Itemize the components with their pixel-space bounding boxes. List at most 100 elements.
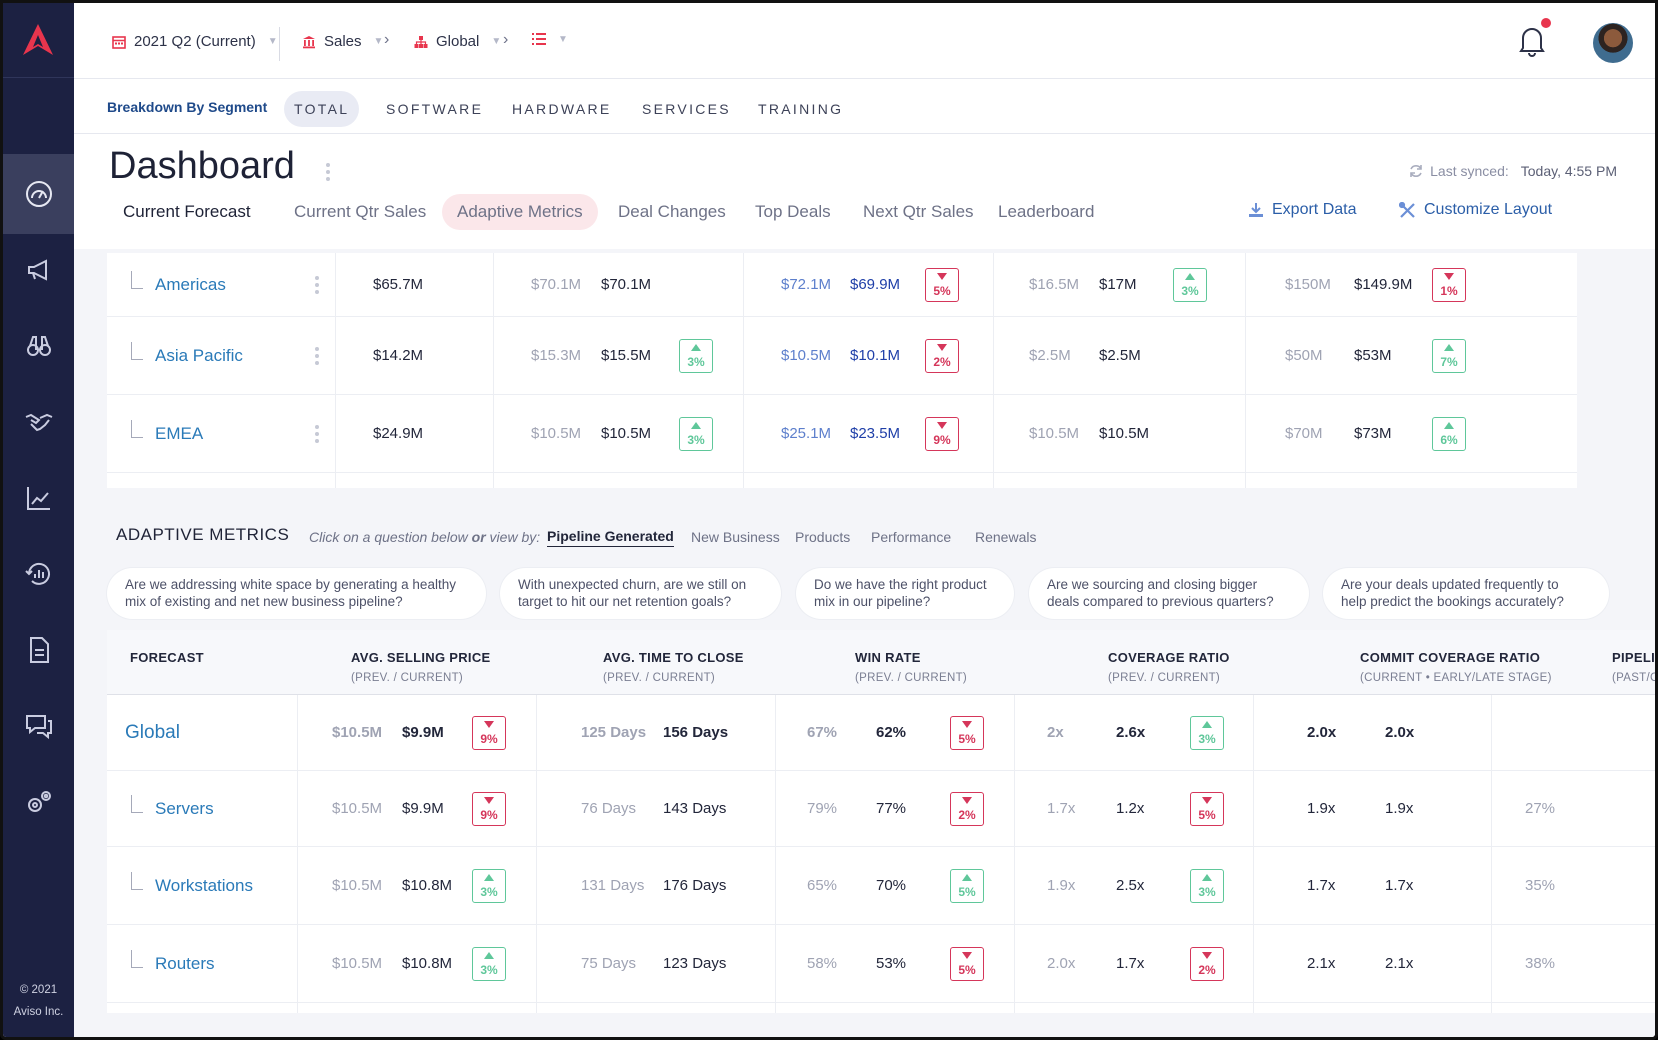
- list-icon: [532, 33, 546, 45]
- coverage-change-badge: 3%: [1190, 869, 1224, 903]
- asp-current: $9.9M: [402, 800, 444, 817]
- forecast-name[interactable]: Routers: [155, 954, 215, 973]
- tab-deal-changes[interactable]: Deal Changes: [618, 202, 726, 221]
- copyright: © 2021 Aviso Inc.: [3, 979, 74, 1023]
- region-name[interactable]: Asia Pacific: [155, 346, 243, 365]
- view-pipeline-generated[interactable]: Pipeline Generated: [547, 528, 674, 547]
- child-indent-icon: [131, 795, 143, 813]
- question-line: deals compared to previous quarters?: [1047, 594, 1274, 609]
- breadcrumb-arrow-icon: ›: [503, 31, 509, 48]
- question-line: help predict the bookings accurately?: [1341, 594, 1564, 609]
- view-new-business[interactable]: New Business: [691, 529, 780, 545]
- forecast-name[interactable]: Global: [125, 722, 180, 743]
- sidebar-item-reports[interactable]: [3, 610, 74, 690]
- current-value: $53M: [1354, 347, 1392, 364]
- sidebar-item-announcements[interactable]: [3, 230, 74, 310]
- previous-value: $2.5M: [1029, 347, 1071, 364]
- asp-current: $10.8M: [402, 877, 453, 894]
- child-indent-icon: [131, 420, 143, 438]
- segment-tab-training[interactable]: TRAINING: [758, 101, 844, 117]
- tab-leaderboard[interactable]: Leaderboard: [998, 202, 1095, 221]
- view-renewals[interactable]: Renewals: [975, 529, 1037, 545]
- hint-text-a: Click on a question below: [309, 529, 468, 545]
- change-badge: 2%: [925, 339, 959, 373]
- segment-tab-total[interactable]: TOTAL: [284, 91, 360, 127]
- period-selector[interactable]: 2021 Q2 (Current) ▼: [112, 33, 278, 50]
- region-selector[interactable]: Global ▼: [414, 33, 501, 50]
- current-value: $10.5M: [601, 425, 652, 442]
- asp-previous: $10.5M: [332, 955, 383, 972]
- sidebar-item-analytics[interactable]: [3, 458, 74, 538]
- question-bigger-deals[interactable]: Are we sourcing and closing bigger deals…: [1029, 568, 1309, 619]
- segment-tab-services[interactable]: SERVICES: [642, 101, 731, 117]
- avatar[interactable]: [1593, 23, 1633, 63]
- sidebar-item-insights[interactable]: [3, 306, 74, 386]
- commit-coverage-late: 1.7x: [1385, 877, 1414, 894]
- tab-top-deals[interactable]: Top Deals: [755, 202, 831, 221]
- win-current: 53%: [876, 955, 907, 972]
- sidebar-item-dashboard[interactable]: [3, 154, 74, 234]
- question-deal-updates[interactable]: Are your deals updated frequently to hel…: [1323, 568, 1609, 619]
- notification-dot: [1541, 18, 1551, 28]
- chevron-down-icon: ▼: [267, 36, 278, 47]
- change-badge: 3%: [1173, 268, 1207, 302]
- col-win-rate-sub: (PREV. / CURRENT): [855, 672, 968, 684]
- sidebar-item-forecast-cycle[interactable]: [3, 534, 74, 614]
- breadcrumb-arrow-icon: ›: [384, 31, 390, 48]
- question-line: mix of existing and net new business pip…: [125, 594, 403, 609]
- current-forecast-value: $24.9M: [373, 425, 424, 442]
- tab-adaptive-metrics[interactable]: Adaptive Metrics: [442, 194, 598, 230]
- forecast-name[interactable]: Workstations: [155, 876, 253, 895]
- view-performance[interactable]: Performance: [871, 529, 952, 545]
- table-row: EMEA $24.9M $10.5M $10.5M 3% $25.1M $23.5M 9% $1…: [107, 395, 1577, 473]
- chevron-down-icon: ▼: [558, 33, 568, 45]
- col-pipeline: PIPELI: [1612, 650, 1655, 665]
- topbar-divider: [279, 27, 280, 61]
- page-menu-icon[interactable]: [326, 163, 330, 181]
- question-net-retention[interactable]: With unexpected churn, are we still on t…: [500, 568, 781, 619]
- view-products[interactable]: Products: [795, 529, 851, 545]
- row-menu-icon[interactable]: [315, 347, 319, 365]
- regional-forecast-table: Americas $65.7M $70.1M $70.1M $72.1M $69.9M 5%…: [107, 253, 1577, 488]
- ttc-current: 143 Days: [663, 800, 727, 817]
- previous-value: $70.1M: [531, 276, 582, 293]
- tab-next-qtr-sales[interactable]: Next Qtr Sales: [863, 202, 974, 221]
- win-change-badge: 5%: [950, 716, 984, 750]
- row-menu-icon[interactable]: [315, 425, 319, 443]
- previous-value: $150M: [1285, 276, 1331, 293]
- export-data-button[interactable]: Export Data: [1248, 201, 1356, 219]
- region-name[interactable]: EMEA: [155, 424, 204, 443]
- sync-icon[interactable]: [1408, 163, 1424, 179]
- ttc-current: 123 Days: [663, 955, 727, 972]
- aviso-logo-icon[interactable]: [21, 23, 55, 57]
- sidebar-item-settings[interactable]: [3, 762, 74, 842]
- commit-coverage-early: 1.9x: [1307, 800, 1336, 817]
- column-divider: [993, 253, 994, 488]
- win-previous: 65%: [807, 877, 838, 894]
- settings-gears-icon: [27, 791, 51, 812]
- segment-tab-software[interactable]: SOFTWARE: [386, 101, 484, 117]
- bell-icon[interactable]: [1517, 23, 1547, 57]
- sidebar-item-deals[interactable]: [3, 382, 74, 462]
- change-badge: 3%: [679, 417, 713, 451]
- forecast-name[interactable]: Servers: [155, 799, 214, 818]
- tab-current-forecast[interactable]: Current Forecast: [123, 202, 251, 221]
- commit-coverage-late: 1.9x: [1385, 800, 1414, 817]
- question-line: Are your deals updated frequently to: [1341, 577, 1559, 592]
- cycle-chart-icon: [24, 562, 50, 585]
- question-white-space[interactable]: Are we addressing white space by generat…: [107, 568, 486, 619]
- segment-label: Sales: [324, 33, 362, 50]
- list-selector[interactable]: ▼: [532, 33, 568, 45]
- row-menu-icon[interactable]: [315, 276, 319, 294]
- col-avg-time-to-close: AVG. TIME TO CLOSE: [603, 650, 744, 665]
- segment-selector[interactable]: Sales ▼: [302, 33, 383, 50]
- col-avg-selling-price: AVG. SELLING PRICE: [351, 650, 491, 665]
- region-name[interactable]: Americas: [155, 275, 226, 294]
- current-value: $15.5M: [601, 347, 652, 364]
- sidebar-item-messages[interactable]: [3, 686, 74, 766]
- coverage-current: 2.6x: [1116, 724, 1146, 741]
- question-product-mix[interactable]: Do we have the right product mix in our …: [796, 568, 1014, 619]
- segment-tab-hardware[interactable]: HARDWARE: [512, 101, 612, 117]
- customize-layout-button[interactable]: Customize Layout: [1399, 201, 1552, 219]
- tab-current-qtr-sales[interactable]: Current Qtr Sales: [294, 202, 427, 221]
